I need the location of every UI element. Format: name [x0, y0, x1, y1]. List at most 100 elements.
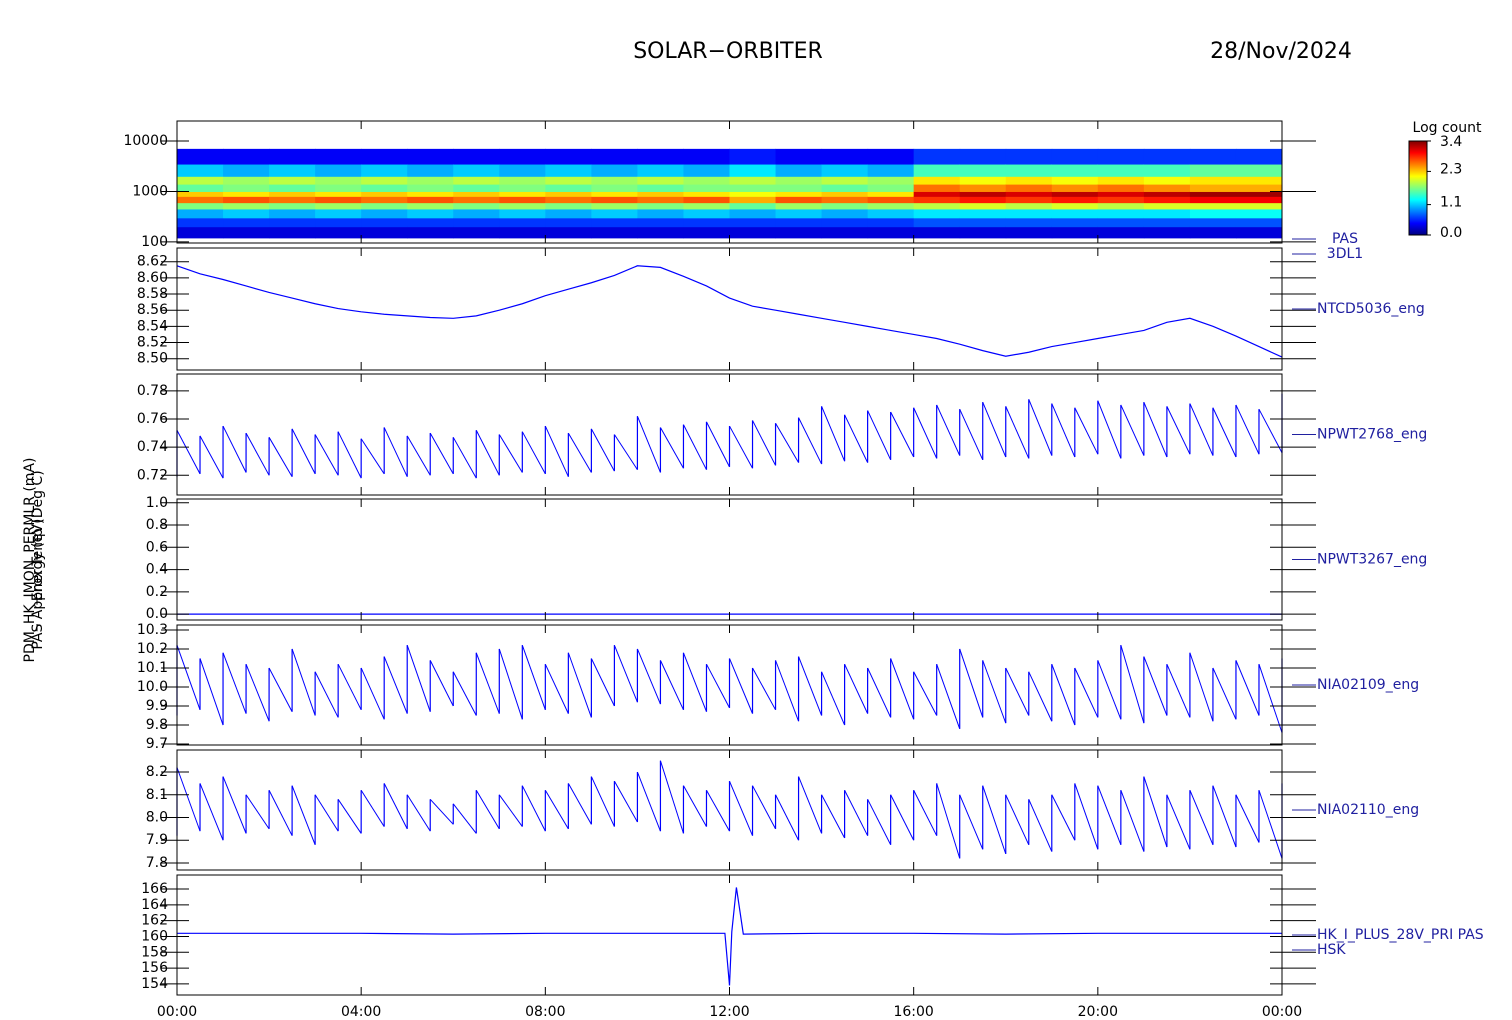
x-tick-label: 08:00 — [525, 1004, 565, 1020]
heatmap-cell — [499, 191, 546, 197]
heatmap-cell — [591, 202, 638, 210]
heatmap-cell — [407, 148, 454, 165]
heatmap-cell — [1097, 226, 1145, 239]
heatmap-cell — [177, 191, 224, 197]
heatmap-cell — [1005, 176, 1053, 185]
heatmap-cell — [361, 196, 408, 204]
heatmap-cell — [1235, 202, 1283, 210]
heatmap-cell — [361, 176, 408, 185]
data-range-link — [1143, 656, 1168, 716]
data-range-link — [867, 799, 892, 845]
data-range-link — [1028, 671, 1053, 722]
heatmap-cell — [1189, 208, 1237, 219]
y-tick-label: 8.50 — [137, 351, 168, 367]
data-range-link — [245, 432, 270, 476]
heatmap-cell — [913, 191, 961, 197]
data-range-link — [752, 785, 776, 830]
heatmap-cell — [1143, 208, 1191, 219]
heatmap-cell — [1051, 226, 1099, 239]
heatmap-cell — [453, 196, 500, 204]
heatmap-cell — [269, 176, 316, 185]
data-range-link — [199, 435, 224, 479]
heatmap-cell — [269, 208, 316, 219]
y-tick-label: 0.78 — [137, 383, 168, 399]
y-axis-label: PAS Approx Temp (Deg C) — [30, 470, 46, 649]
heatmap-cell — [591, 184, 638, 192]
data-range-link — [775, 422, 799, 463]
heatmap-cell — [637, 184, 684, 192]
heatmap-cell — [269, 164, 316, 177]
heatmap-cell — [729, 148, 777, 165]
y-tick-label: 8.56 — [137, 302, 168, 318]
heatmap-cell — [1189, 164, 1237, 177]
heatmap-cell — [591, 226, 638, 239]
data-range-link — [406, 644, 431, 712]
heatmap-cell — [223, 208, 270, 219]
heatmap-cell — [1143, 176, 1191, 185]
y-tick-label: 162 — [141, 913, 168, 929]
heatmap-cell — [637, 191, 684, 197]
data-range-link — [1097, 660, 1122, 720]
data-range-link — [176, 767, 201, 832]
heatmap-cell — [1235, 164, 1283, 177]
data-range-link — [406, 435, 431, 476]
y-tick-label: 160 — [141, 928, 168, 944]
heatmap-cell — [591, 196, 638, 204]
data-range-link — [706, 663, 730, 709]
heatmap-cell — [1235, 208, 1283, 219]
heatmap-cell — [453, 202, 500, 210]
data-range-link — [1074, 667, 1099, 718]
y-tick-label: 8.54 — [137, 318, 168, 334]
data-range-link — [1235, 404, 1260, 455]
heatmap-cell — [545, 148, 592, 165]
panel-label: NIA02109_eng — [1317, 677, 1419, 693]
data-range-link — [821, 794, 846, 839]
heatmap-cell — [821, 176, 869, 185]
heatmap-cell — [361, 217, 408, 228]
heatmap-cell — [453, 176, 500, 185]
data-range-link — [1143, 776, 1168, 848]
heatmap-cell — [913, 164, 961, 177]
heatmap-cell — [867, 202, 915, 210]
heatmap-cell — [453, 217, 500, 228]
heatmap-cell — [1097, 196, 1145, 204]
heatmap-cell — [269, 191, 316, 197]
data-range-link — [1028, 399, 1053, 456]
y-tick-label: 1.0 — [146, 495, 168, 511]
data-range-link — [567, 432, 592, 473]
heatmap-cell — [545, 184, 592, 192]
heatmap-cell — [1189, 176, 1237, 185]
heatmap-cell — [775, 196, 823, 204]
y-tick-label: 8.0 — [146, 810, 168, 826]
heatmap-cell — [1051, 191, 1099, 197]
data-range-link — [1005, 667, 1030, 716]
heatmap-cell — [729, 226, 777, 239]
x-tick-label: 20:00 — [1078, 1004, 1118, 1020]
heatmap-cell — [407, 176, 454, 185]
heatmap-cell — [499, 184, 546, 192]
heatmap-cell — [1189, 202, 1237, 210]
heatmap-cell — [1235, 191, 1283, 197]
data-range-link — [1212, 785, 1237, 848]
data-range-link — [982, 401, 1007, 458]
heatmap-cell — [499, 164, 546, 177]
heatmap-cell — [407, 208, 454, 219]
heatmap-cell — [1143, 202, 1191, 210]
heatmap-cell — [867, 184, 915, 192]
data-range-link — [959, 794, 984, 850]
colorbar — [1408, 140, 1428, 236]
colorbar-tick-label: 3.4 — [1440, 134, 1462, 150]
data-range-link — [1051, 794, 1076, 841]
y-tick-label: 0.4 — [146, 562, 168, 578]
heatmap-cell — [1005, 148, 1053, 165]
data-range-link — [314, 434, 339, 476]
data-range-link — [590, 776, 615, 827]
y-tick-label: 0.72 — [137, 467, 168, 483]
heatmap-cell — [867, 191, 915, 197]
panel-label: NTCD5036_eng — [1317, 301, 1425, 317]
data-range-link — [1189, 403, 1214, 456]
data-range-link — [867, 410, 892, 461]
heatmap-cell — [453, 226, 500, 239]
heatmap-cell — [361, 191, 408, 197]
heatmap-cell — [637, 208, 684, 219]
